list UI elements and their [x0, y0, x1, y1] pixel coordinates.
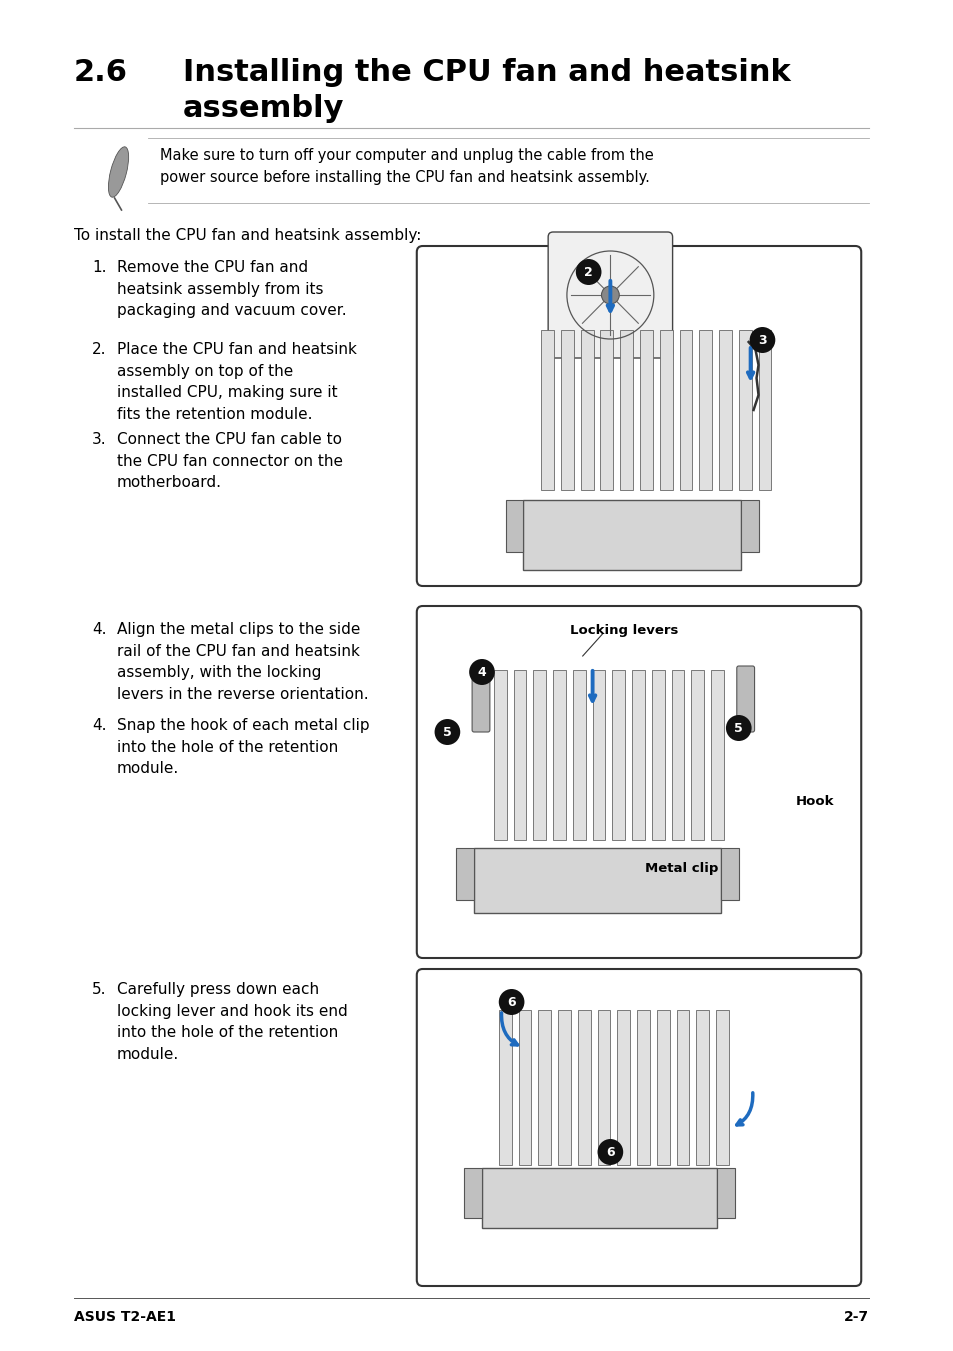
- Circle shape: [469, 659, 495, 685]
- FancyBboxPatch shape: [597, 1011, 610, 1165]
- Text: 3.: 3.: [91, 432, 107, 447]
- FancyBboxPatch shape: [758, 330, 771, 490]
- Text: Carefully press down each
locking lever and hook its end
into the hole of the re: Carefully press down each locking lever …: [116, 982, 347, 1062]
- FancyBboxPatch shape: [498, 1011, 511, 1165]
- FancyBboxPatch shape: [481, 1169, 717, 1228]
- Text: 4.: 4.: [91, 717, 106, 734]
- FancyBboxPatch shape: [416, 246, 861, 586]
- FancyBboxPatch shape: [560, 330, 573, 490]
- FancyBboxPatch shape: [580, 330, 593, 490]
- FancyBboxPatch shape: [691, 670, 703, 840]
- Text: Installing the CPU fan and heatsink
assembly: Installing the CPU fan and heatsink asse…: [183, 58, 790, 123]
- FancyBboxPatch shape: [612, 670, 624, 840]
- Circle shape: [597, 1139, 622, 1165]
- FancyBboxPatch shape: [494, 670, 506, 840]
- Text: 3: 3: [758, 334, 766, 346]
- FancyBboxPatch shape: [738, 330, 751, 490]
- FancyBboxPatch shape: [548, 232, 672, 358]
- FancyBboxPatch shape: [710, 670, 723, 840]
- Circle shape: [725, 715, 751, 740]
- FancyBboxPatch shape: [659, 330, 672, 490]
- Text: Make sure to turn off your computer and unplug the cable from the
power source b: Make sure to turn off your computer and …: [160, 149, 653, 185]
- FancyBboxPatch shape: [740, 500, 758, 553]
- FancyBboxPatch shape: [537, 1011, 551, 1165]
- FancyBboxPatch shape: [553, 670, 565, 840]
- Text: Metal clip: Metal clip: [644, 862, 718, 875]
- FancyBboxPatch shape: [651, 670, 664, 840]
- Text: 2-7: 2-7: [843, 1310, 868, 1324]
- FancyBboxPatch shape: [572, 670, 585, 840]
- Text: 2.6: 2.6: [74, 58, 128, 86]
- FancyBboxPatch shape: [720, 848, 738, 900]
- FancyBboxPatch shape: [558, 1011, 570, 1165]
- FancyBboxPatch shape: [632, 670, 644, 840]
- Text: 4: 4: [477, 666, 486, 678]
- Text: ASUS T2-AE1: ASUS T2-AE1: [74, 1310, 176, 1324]
- Text: Snap the hook of each metal clip
into the hole of the retention
module.: Snap the hook of each metal clip into th…: [116, 717, 369, 777]
- FancyBboxPatch shape: [671, 670, 683, 840]
- Text: Remove the CPU fan and
heatsink assembly from its
packaging and vacuum cover.: Remove the CPU fan and heatsink assembly…: [116, 259, 346, 319]
- Text: 4.: 4.: [91, 621, 106, 638]
- Text: 2: 2: [583, 266, 593, 278]
- Circle shape: [576, 259, 600, 285]
- Text: To install the CPU fan and heatsink assembly:: To install the CPU fan and heatsink asse…: [74, 228, 421, 243]
- FancyBboxPatch shape: [533, 670, 546, 840]
- FancyBboxPatch shape: [719, 330, 731, 490]
- FancyBboxPatch shape: [637, 1011, 649, 1165]
- Text: 2.: 2.: [91, 342, 106, 357]
- FancyBboxPatch shape: [736, 666, 754, 732]
- FancyBboxPatch shape: [619, 330, 633, 490]
- FancyBboxPatch shape: [472, 666, 489, 732]
- FancyBboxPatch shape: [416, 607, 861, 958]
- FancyBboxPatch shape: [513, 670, 526, 840]
- FancyBboxPatch shape: [456, 848, 474, 900]
- Circle shape: [435, 719, 459, 744]
- FancyBboxPatch shape: [679, 330, 692, 490]
- Circle shape: [498, 989, 524, 1015]
- FancyBboxPatch shape: [505, 500, 523, 553]
- FancyBboxPatch shape: [696, 1011, 708, 1165]
- FancyBboxPatch shape: [699, 330, 711, 490]
- FancyBboxPatch shape: [416, 969, 861, 1286]
- FancyBboxPatch shape: [578, 1011, 590, 1165]
- Text: 5: 5: [734, 721, 742, 735]
- Text: Align the metal clips to the side
rail of the CPU fan and heatsink
assembly, wit: Align the metal clips to the side rail o…: [116, 621, 368, 701]
- Circle shape: [600, 286, 618, 304]
- FancyBboxPatch shape: [540, 330, 554, 490]
- Text: 6: 6: [507, 996, 516, 1008]
- Text: Hook: Hook: [795, 794, 834, 808]
- FancyBboxPatch shape: [639, 330, 652, 490]
- FancyBboxPatch shape: [717, 1169, 734, 1219]
- FancyBboxPatch shape: [716, 1011, 728, 1165]
- FancyBboxPatch shape: [617, 1011, 630, 1165]
- FancyBboxPatch shape: [474, 848, 720, 913]
- FancyBboxPatch shape: [676, 1011, 689, 1165]
- Text: 6: 6: [605, 1146, 614, 1159]
- FancyBboxPatch shape: [523, 500, 740, 570]
- FancyBboxPatch shape: [656, 1011, 669, 1165]
- Text: 1.: 1.: [91, 259, 106, 276]
- Circle shape: [749, 327, 775, 353]
- Text: 5: 5: [442, 725, 452, 739]
- FancyBboxPatch shape: [592, 670, 605, 840]
- Text: Place the CPU fan and heatsink
assembly on top of the
installed CPU, making sure: Place the CPU fan and heatsink assembly …: [116, 342, 356, 422]
- FancyBboxPatch shape: [518, 1011, 531, 1165]
- Ellipse shape: [109, 147, 129, 197]
- Text: Locking levers: Locking levers: [569, 624, 678, 638]
- FancyBboxPatch shape: [599, 330, 613, 490]
- Text: Connect the CPU fan cable to
the CPU fan connector on the
motherboard.: Connect the CPU fan cable to the CPU fan…: [116, 432, 342, 490]
- FancyBboxPatch shape: [464, 1169, 481, 1219]
- Text: 5.: 5.: [91, 982, 106, 997]
